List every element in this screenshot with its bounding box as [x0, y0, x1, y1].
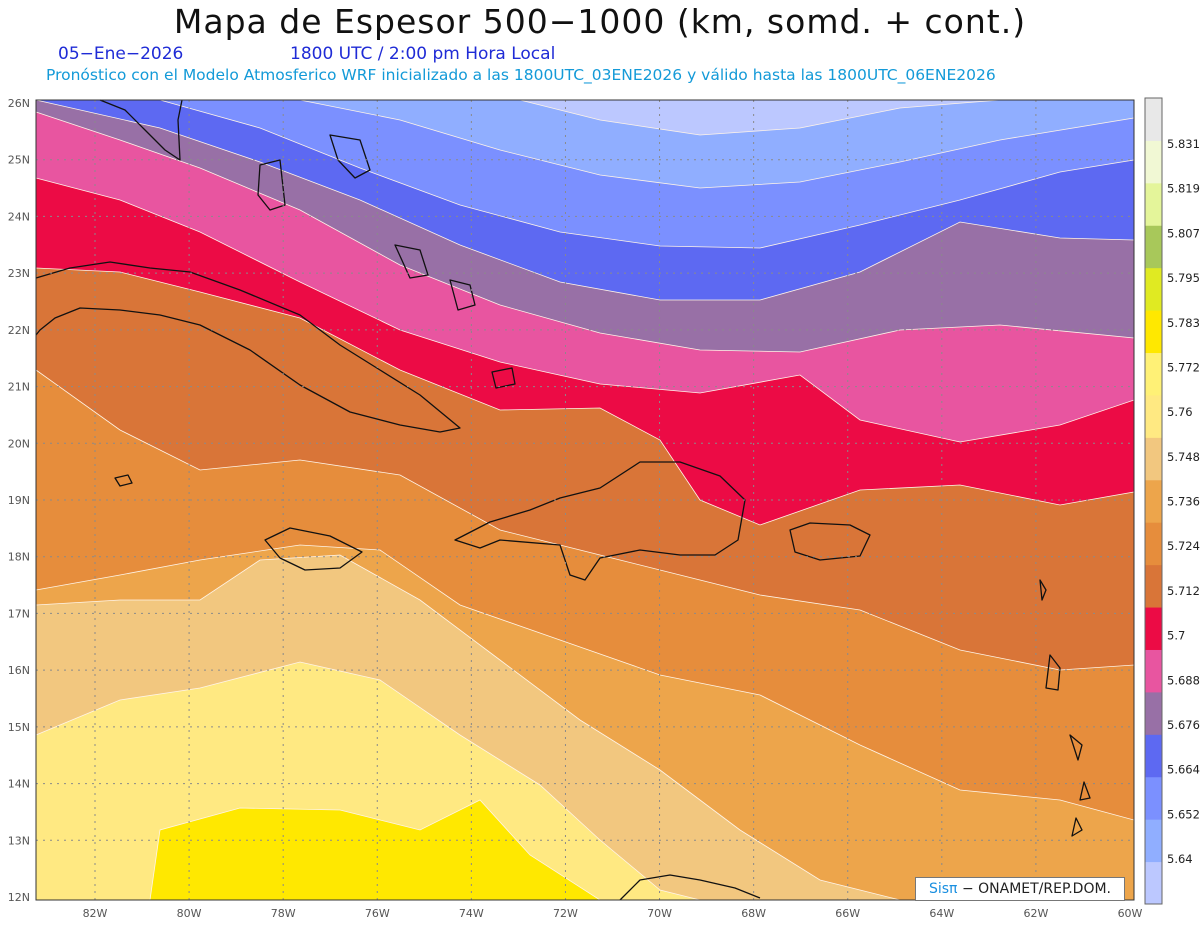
colorbar-label: 5.676	[1167, 718, 1200, 732]
forecast-time: 1800 UTC / 2:00 pm Hora Local	[290, 44, 556, 64]
lon-label: 78W	[271, 907, 296, 920]
coast-venezuela	[619, 874, 761, 901]
lat-label: 12N	[8, 891, 30, 904]
colorbar-swatch	[1145, 140, 1162, 184]
colorbar-label: 5.736	[1167, 495, 1200, 509]
colorbar-label: 5.795	[1167, 271, 1200, 285]
credit-box: Sisπ − ONAMET/REP.DOM.	[915, 877, 1125, 901]
coast-isla-juventud	[114, 474, 133, 487]
colorbar-label: 5.712	[1167, 584, 1200, 598]
lon-label: 64W	[929, 907, 954, 920]
longitude-labels: 82W 80W 78W 76W 74W 72W 70W 68W 66W 64W 62W 60W	[83, 907, 1143, 920]
colorbar-swatch	[1145, 522, 1162, 566]
lat-label: 18N	[8, 551, 30, 564]
colorbar-frame	[1144, 97, 1163, 905]
lon-label: 68W	[741, 907, 766, 920]
forecast-date: 05−Ene−2026	[58, 44, 184, 64]
colorbar-label: 5.831	[1167, 137, 1200, 151]
graticule	[36, 100, 1134, 900]
coastlines	[35, 99, 1091, 901]
colorbar-swatch	[1145, 98, 1162, 141]
lon-label: 80W	[177, 907, 202, 920]
colorbar-label: 5.664	[1167, 763, 1200, 777]
colorbar-swatch	[1145, 734, 1162, 778]
lon-label: 62W	[1023, 907, 1048, 920]
colorbar-swatch	[1145, 479, 1162, 523]
lat-label: 15N	[8, 721, 30, 734]
credit-brand: Sisπ	[928, 881, 958, 897]
colorbar-swatch	[1145, 861, 1162, 905]
colorbar-swatch	[1145, 182, 1162, 226]
lat-label: 26N	[8, 97, 30, 110]
lat-label: 16N	[8, 664, 30, 677]
colorbar-label: 5.76	[1167, 405, 1193, 419]
lat-label: 14N	[8, 778, 30, 791]
lon-label: 74W	[459, 907, 484, 920]
coast-puerto-rico	[789, 522, 871, 561]
coast-bahamas	[257, 134, 516, 389]
colorbar-label: 5.7	[1167, 629, 1185, 643]
lat-label: 13N	[8, 834, 30, 847]
colorbar-swatch	[1145, 267, 1162, 311]
colorbar: 5.831 5.819 5.807 5.795 5.783 5.772 5.76 5.748 5…	[1144, 97, 1200, 905]
lat-label: 21N	[8, 381, 30, 394]
lat-label: 23N	[8, 267, 30, 280]
colorbar-swatch	[1145, 691, 1162, 735]
colorbar-swatch	[1145, 607, 1162, 650]
colorbar-swatch	[1145, 352, 1162, 396]
colorbar-swatch	[1145, 437, 1162, 481]
colorbar-label: 5.688	[1167, 673, 1200, 687]
lon-label: 70W	[647, 907, 672, 920]
lon-label: 82W	[83, 907, 108, 920]
lat-label: 17N	[8, 607, 30, 620]
lon-label: 66W	[835, 907, 860, 920]
coast-jamaica	[264, 527, 363, 571]
colorbar-swatch	[1145, 310, 1162, 354]
coast-cuba	[35, 261, 461, 433]
colorbar-swatch	[1145, 564, 1162, 608]
map-frame	[35, 99, 1135, 901]
coast-lesser-antilles	[1039, 579, 1091, 837]
lon-label: 76W	[365, 907, 390, 920]
lat-label: 24N	[8, 210, 30, 223]
colorbar-label: 5.807	[1167, 226, 1200, 240]
colorbar-label: 5.64	[1167, 852, 1193, 866]
thickness-bands	[35, 99, 1135, 901]
lon-label: 60W	[1118, 907, 1143, 920]
page-title: Mapa de Espesor 500−1000 (km, somd. + co…	[173, 2, 1027, 41]
colorbar-label: 5.652	[1167, 807, 1200, 821]
colorbar-label: 5.772	[1167, 360, 1200, 374]
colorbar-label: 5.783	[1167, 316, 1200, 330]
forecast-description: Pronóstico con el Modelo Atmosferico WRF…	[46, 66, 996, 84]
colorbar-swatch	[1145, 819, 1162, 863]
coast-hispaniola	[454, 461, 746, 581]
colorbar-label: 5.748	[1167, 450, 1200, 464]
colorbar-swatch	[1145, 394, 1162, 438]
lon-label: 72W	[553, 907, 578, 920]
lat-label: 20N	[8, 437, 30, 450]
colorbar-swatch	[1145, 225, 1162, 269]
credit-text: − ONAMET/REP.DOM.	[961, 881, 1111, 897]
lat-label: 25N	[8, 154, 30, 167]
colorbar-swatch	[1145, 776, 1162, 820]
lat-label: 19N	[8, 494, 30, 507]
latitude-labels: 26N 25N 24N 23N 22N 21N 20N 19N 18N 17N 16N 15N 14N 1…	[8, 97, 30, 904]
colorbar-label: 5.819	[1167, 182, 1200, 196]
colorbar-label: 5.724	[1167, 539, 1200, 553]
thickness-band-12	[149, 799, 602, 901]
colorbar-swatch	[1145, 649, 1162, 693]
lat-label: 22N	[8, 324, 30, 337]
coast-florida-keys	[99, 99, 183, 161]
